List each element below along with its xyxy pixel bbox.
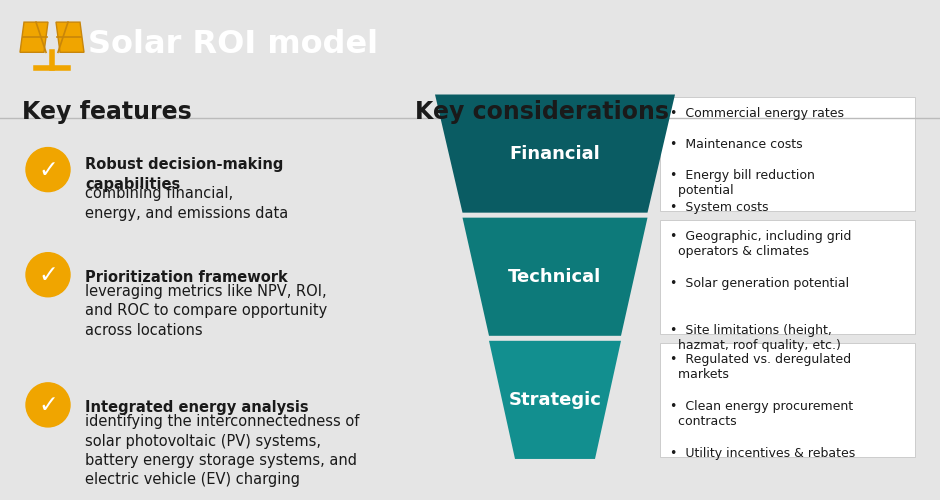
Text: ✓: ✓ <box>39 158 58 182</box>
FancyBboxPatch shape <box>660 220 915 334</box>
Polygon shape <box>489 341 621 459</box>
Text: •  Clean energy procurement
  contracts: • Clean energy procurement contracts <box>670 400 854 428</box>
Circle shape <box>26 383 70 427</box>
Polygon shape <box>435 94 675 212</box>
Text: Strategic: Strategic <box>509 391 602 409</box>
Text: Robust decision-making
capabilities: Robust decision-making capabilities <box>85 158 283 192</box>
Text: •  Utility incentives & rebates: • Utility incentives & rebates <box>670 447 855 460</box>
Text: Prioritization framework: Prioritization framework <box>85 270 288 284</box>
Text: Integrated energy analysis: Integrated energy analysis <box>85 400 308 415</box>
Text: •  Site limitations (height,
  hazmat, roof quality, etc.): • Site limitations (height, hazmat, roof… <box>670 324 841 352</box>
Text: •  Energy bill reduction
  potential: • Energy bill reduction potential <box>670 170 815 198</box>
Circle shape <box>26 252 70 297</box>
Circle shape <box>26 148 70 192</box>
Text: leveraging metrics like NPV, ROI,
and ROC to compare opportunity
across location: leveraging metrics like NPV, ROI, and RO… <box>85 284 327 338</box>
Polygon shape <box>56 22 84 52</box>
Text: ✓: ✓ <box>39 262 58 286</box>
Text: Key considerations: Key considerations <box>415 100 669 124</box>
Text: •  Regulated vs. deregulated
  markets: • Regulated vs. deregulated markets <box>670 353 851 381</box>
Text: •  Commercial energy rates: • Commercial energy rates <box>670 106 844 120</box>
Polygon shape <box>20 22 48 52</box>
FancyBboxPatch shape <box>660 96 915 210</box>
Text: •  Maintenance costs: • Maintenance costs <box>670 138 803 151</box>
Text: combining financial,
energy, and emissions data: combining financial, energy, and emissio… <box>85 186 289 220</box>
Text: identifying the interconnectedness of
solar photovoltaic (PV) systems,
battery e: identifying the interconnectedness of so… <box>85 414 359 487</box>
Text: ✓: ✓ <box>39 393 58 417</box>
Text: Financial: Financial <box>509 144 601 162</box>
Polygon shape <box>462 218 648 336</box>
Text: •  Geographic, including grid
  operators & climates: • Geographic, including grid operators &… <box>670 230 852 258</box>
Text: •  System costs: • System costs <box>670 200 769 213</box>
Text: •  Solar generation potential: • Solar generation potential <box>670 276 849 289</box>
Text: Technical: Technical <box>509 268 602 285</box>
Text: Key features: Key features <box>22 100 192 124</box>
FancyBboxPatch shape <box>660 343 915 457</box>
Text: Solar ROI model: Solar ROI model <box>88 29 378 60</box>
